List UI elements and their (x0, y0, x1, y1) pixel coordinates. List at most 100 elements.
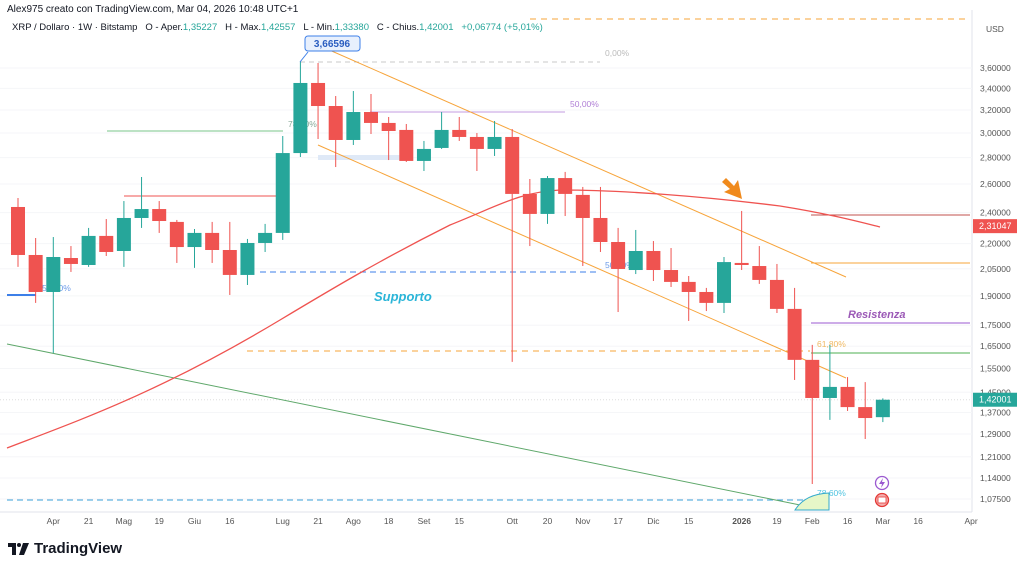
fib-50-top-label: 50,00% (570, 99, 599, 109)
y-tick-label: 1,45000 (980, 387, 1011, 397)
y-tick-label: 2,05000 (980, 264, 1011, 274)
price-chart[interactable]: USD 3,60000 3,40000 3,20000 3,00000 2,80000 2,… (0, 0, 1024, 530)
candle-down (469, 136, 484, 149)
x-tick-label: 2026 (732, 516, 751, 526)
x-tick-label: 16 (913, 516, 923, 526)
flag-glyph (877, 496, 887, 504)
x-tick-label: 19 (154, 516, 164, 526)
candle-down (522, 193, 537, 214)
x-tick-label: 16 (225, 516, 235, 526)
close-value: 1,42001 (419, 22, 454, 33)
y-tick-label: 2,40000 (980, 208, 1011, 218)
y-tick-label: 2,60000 (980, 179, 1011, 189)
x-tick-label: 21 (313, 516, 323, 526)
x-tick-label: 21 (84, 516, 94, 526)
candle-down (664, 270, 679, 282)
high-value: 1,42557 (261, 22, 296, 33)
x-tick-label: 17 (613, 516, 623, 526)
candle-up (540, 178, 555, 214)
candle-down (840, 386, 855, 408)
resistance-label: Resistenza (848, 309, 905, 321)
candle-up (416, 148, 431, 161)
x-tick-label: Mag (116, 516, 133, 526)
arrow-down-icon (722, 178, 742, 199)
candle-down (787, 308, 802, 360)
candle-down (646, 250, 661, 271)
candle-up (487, 136, 502, 149)
candle-down (505, 136, 520, 194)
fib-618-label: 61,80% (817, 339, 846, 349)
y-tick-label: 1,29000 (980, 429, 1011, 439)
x-tick-label: Ago (346, 516, 361, 526)
y-tick-label: 2,80000 (980, 153, 1011, 163)
candle-down (575, 194, 590, 218)
high-callout-box (304, 35, 361, 52)
x-tick-label: Mar (876, 516, 891, 526)
candle-down (593, 217, 608, 242)
candle-down (152, 209, 167, 222)
x-tick-label: Set (418, 516, 431, 526)
candle-up (717, 262, 731, 303)
candle-up (187, 232, 202, 248)
x-tick-label: 16 (843, 516, 853, 526)
x-tick-label: Apr (964, 516, 977, 526)
candle-up (875, 399, 890, 418)
high-callout-label: 3,66596 (314, 39, 351, 50)
candle-up (275, 153, 290, 233)
candle-down (63, 258, 78, 264)
candle-down (769, 279, 784, 309)
moving-average-line (6, 189, 881, 449)
x-tick-label: Apr (47, 516, 60, 526)
candle-up (116, 217, 131, 251)
tradingview-logo-icon (8, 542, 29, 555)
candle-up (822, 386, 837, 398)
symbol-name[interactable]: XRP / Dollaro · 1W · Bitstamp (12, 22, 138, 33)
fib-786-bottom-label: 78,60% (817, 488, 846, 498)
low-value: 1,33380 (334, 22, 369, 33)
ma-price-tag (973, 219, 1017, 234)
last-price-tag (973, 392, 1017, 407)
symbol-legend: XRP / Dollaro · 1W · Bitstamp O - Aper.1… (12, 22, 543, 33)
y-tick-label: 1,55000 (980, 363, 1011, 373)
candle-up (628, 250, 643, 271)
tradingview-logo[interactable]: TradingView (8, 540, 122, 557)
candle-up (81, 235, 96, 265)
candle-up (293, 82, 308, 154)
y-tick-label: 3,60000 (980, 63, 1011, 73)
x-tick-label: 18 (384, 516, 394, 526)
last-price-label: 1,42001 (979, 395, 1012, 405)
candle-down (28, 254, 43, 292)
y-tick-label: 1,21000 (980, 452, 1011, 462)
y-tick-label: 3,40000 (980, 83, 1011, 93)
change-value: +0,06774 (+5,01%) (461, 22, 543, 33)
candle-down (858, 407, 873, 419)
x-tick-label: 20 (543, 516, 553, 526)
y-tick-label: 2,20000 (980, 239, 1011, 249)
candle-down (11, 206, 25, 255)
candle-down (805, 359, 820, 398)
candle-up (346, 112, 361, 140)
y-tick-label: 1,90000 (980, 291, 1011, 301)
support-label: Supporto (374, 289, 432, 304)
x-tick-label: Ott (507, 516, 519, 526)
low-label: L - Min. (303, 22, 335, 33)
fib-zone-arc (794, 492, 830, 511)
open-value: 1,35227 (182, 22, 218, 33)
y-tick-label: 1,37000 (980, 408, 1011, 418)
green-trendline (6, 343, 801, 506)
x-tick-label: Nov (575, 516, 591, 526)
channel-lower-line (317, 144, 847, 379)
candle-down (328, 106, 343, 140)
candle-down (399, 129, 414, 161)
candle-down (311, 82, 326, 107)
x-tick-label: Lug (276, 516, 290, 526)
candle-down (169, 221, 184, 248)
open-label: O - Aper. (145, 22, 183, 33)
close-label: C - Chius. (376, 22, 420, 33)
logo-text: TradingView (34, 540, 123, 557)
candle-up (46, 256, 61, 292)
x-tick-label: Feb (805, 516, 820, 526)
candle-up (134, 209, 149, 218)
x-tick-label: 15 (684, 516, 694, 526)
lightning-glyph (879, 478, 885, 488)
